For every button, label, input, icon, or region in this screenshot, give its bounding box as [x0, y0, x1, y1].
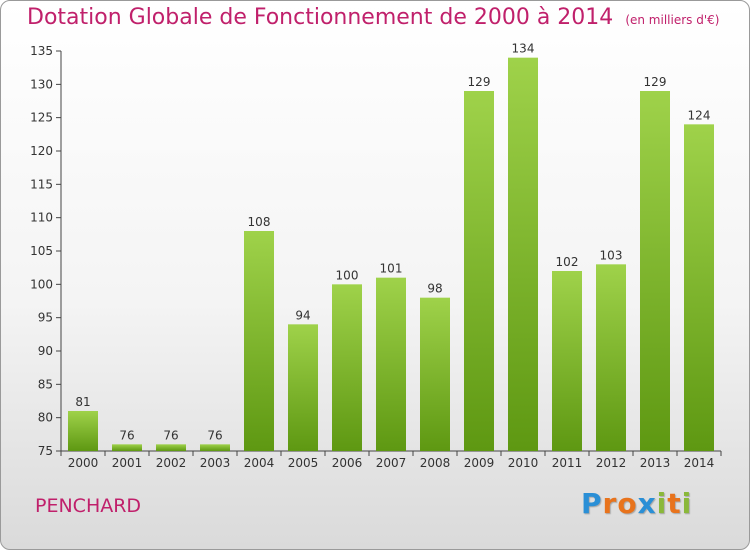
x-tick-label-2006: 2006 — [332, 456, 363, 470]
bar-2008 — [420, 297, 450, 451]
x-tick-label-2007: 2007 — [376, 456, 407, 470]
x-tick-label-2001: 2001 — [112, 456, 143, 470]
x-tick-label-2004: 2004 — [244, 456, 275, 470]
bar-2007 — [376, 277, 406, 451]
bar-2001 — [112, 444, 142, 451]
bar-2002 — [156, 444, 186, 451]
value-label-2000: 81 — [75, 395, 90, 409]
bar-2011 — [552, 271, 582, 451]
bar-2005 — [288, 324, 318, 451]
value-label-2009: 129 — [468, 75, 491, 89]
y-tick-label: 125 — [30, 111, 53, 125]
x-tick-label-2009: 2009 — [464, 456, 495, 470]
x-tick-label-2011: 2011 — [552, 456, 583, 470]
bar-2012 — [596, 264, 626, 451]
value-label-2014: 124 — [688, 108, 711, 122]
bar-2010 — [508, 57, 538, 452]
y-tick-label: 95 — [38, 311, 53, 325]
value-label-2001: 76 — [119, 428, 134, 442]
x-tick-label-2010: 2010 — [508, 456, 539, 470]
x-tick-label-2013: 2013 — [640, 456, 671, 470]
logo-letter: o — [617, 487, 638, 520]
y-tick-label: 130 — [30, 77, 53, 91]
value-label-2011: 102 — [556, 255, 579, 269]
bar-2014 — [684, 124, 714, 451]
unit-label: (en milliers d'€) — [625, 13, 720, 27]
proxiti-logo: Proxiti — [581, 487, 692, 520]
chart-title: Dotation Globale de Fonctionnement de 20… — [27, 5, 719, 30]
value-label-2010: 134 — [512, 42, 535, 56]
bar-2003 — [200, 444, 230, 451]
bar-2006 — [332, 284, 362, 451]
bar-2009 — [464, 91, 494, 451]
value-label-2006: 100 — [336, 268, 359, 282]
title-text: Dotation Globale de Fonctionnement de 20… — [27, 5, 614, 30]
y-tick-label: 135 — [30, 44, 53, 58]
logo-letter: i — [656, 487, 668, 520]
y-tick-label: 85 — [38, 377, 53, 391]
y-tick-label: 110 — [30, 211, 53, 225]
y-tick-label: 75 — [38, 444, 53, 458]
value-label-2012: 103 — [600, 248, 623, 262]
value-label-2003: 76 — [207, 428, 222, 442]
logo-letter: P — [581, 487, 603, 520]
x-tick-label-2008: 2008 — [420, 456, 451, 470]
logo-letter: x — [637, 487, 657, 520]
logo-letter: i — [681, 487, 693, 520]
value-label-2008: 98 — [427, 282, 442, 296]
y-tick-label: 90 — [38, 344, 53, 358]
y-tick-label: 115 — [30, 177, 53, 191]
axes: 75 80 85 90 95 100 105 110 115 120 125 130 135 2000 20… — [30, 44, 722, 470]
value-label-2005: 94 — [295, 308, 310, 322]
value-label-2004: 108 — [248, 215, 271, 229]
x-tick-label-2003: 2003 — [200, 456, 231, 470]
logo-letter: r — [602, 487, 618, 520]
bar-2013 — [640, 91, 670, 451]
x-tick-label-2014: 2014 — [684, 456, 715, 470]
y-tick-label: 120 — [30, 144, 53, 158]
value-label-2002: 76 — [163, 428, 178, 442]
bar-2000 — [68, 411, 98, 451]
place-name: PENCHARD — [35, 495, 142, 517]
bar-2004 — [244, 231, 274, 451]
x-tick-label-2012: 2012 — [596, 456, 627, 470]
x-tick-label-2002: 2002 — [156, 456, 187, 470]
x-tick-label-2000: 2000 — [68, 456, 99, 470]
y-tick-label: 100 — [30, 277, 53, 291]
value-label-2013: 129 — [644, 75, 667, 89]
bars: 81 76 76 76 108 94 100 101 98 129 134 102 103 129 124 — [68, 42, 714, 452]
value-label-2007: 101 — [380, 262, 403, 276]
logo-letter: t — [667, 487, 682, 520]
x-tick-label-2005: 2005 — [288, 456, 319, 470]
y-tick-label: 105 — [30, 244, 53, 258]
y-tick-label: 80 — [38, 411, 53, 425]
